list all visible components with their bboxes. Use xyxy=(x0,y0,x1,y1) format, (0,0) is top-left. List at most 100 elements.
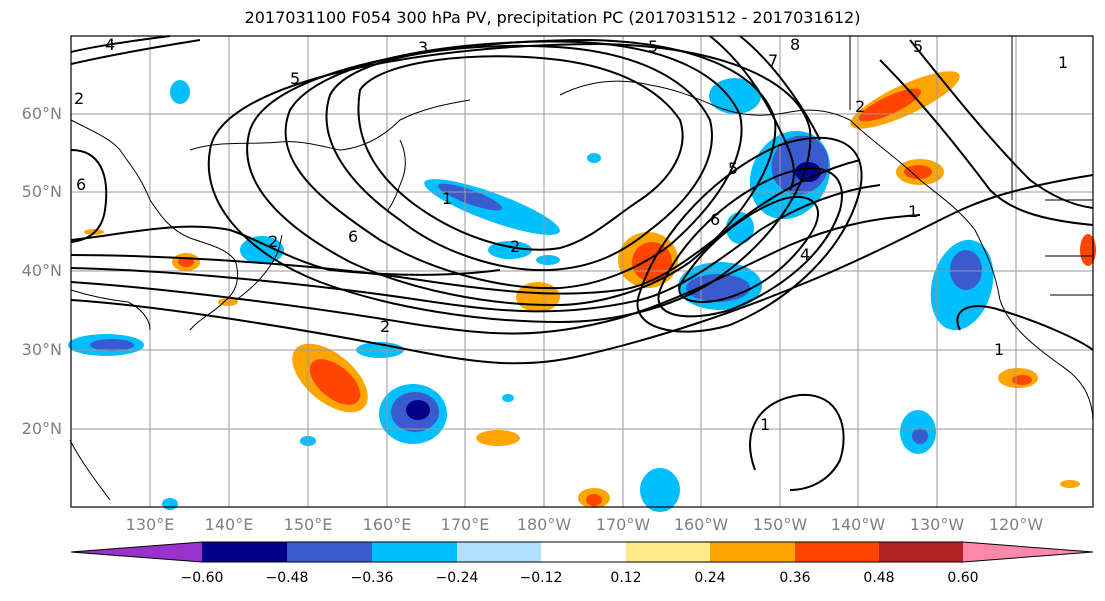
contour-labels: 4 3 5 8 5 7 5 2 2 1 2 5 1 6 4 6 6 2 2 1 … xyxy=(74,35,1068,434)
lat-label: 20°N xyxy=(21,419,62,438)
lon-label: 140°E xyxy=(204,515,254,534)
neg-pc-mid xyxy=(950,250,982,290)
colorbar-tick-label: 0.12 xyxy=(610,570,642,586)
kamchatka xyxy=(387,139,406,211)
contour-label: 2 xyxy=(74,89,84,108)
pv-contour xyxy=(909,39,1094,209)
pv-contour xyxy=(70,174,1094,365)
pv-contour xyxy=(70,159,861,295)
lon-label: 180°W xyxy=(516,515,572,534)
colorbar-tick-label: −0.24 xyxy=(435,570,479,586)
lon-label: 130°W xyxy=(909,515,965,534)
contour-label: 2 xyxy=(510,237,520,256)
lon-label: 170°W xyxy=(595,515,651,534)
colorbar-tick-label: 0.24 xyxy=(694,570,726,586)
lon-label: 150°W xyxy=(752,515,808,534)
neg-pc-area xyxy=(536,255,560,265)
map-frame xyxy=(70,35,1094,508)
colorbar xyxy=(70,541,1094,563)
north-america-coast xyxy=(849,119,1094,421)
contour-label: 7 xyxy=(768,51,778,70)
pv-contour xyxy=(636,136,863,333)
colorbar-segment xyxy=(457,542,541,562)
colorbar-extend-min xyxy=(71,542,202,562)
lon-label: 130°E xyxy=(125,515,175,534)
colorbar-tick-label: 0.48 xyxy=(863,570,895,586)
contour-label: 5 xyxy=(648,37,658,56)
pos-pc-core xyxy=(1012,375,1032,385)
contour-label: 3 xyxy=(418,38,428,57)
colorbar-extend-max xyxy=(963,542,1093,562)
pos-pc-core xyxy=(858,88,922,122)
contour-label: 1 xyxy=(994,340,1004,359)
colorbar-segment xyxy=(287,542,372,562)
pv-contour xyxy=(678,195,820,303)
neg-pc-mid xyxy=(90,339,134,351)
contour-label: 2 xyxy=(855,97,865,116)
pv-contour xyxy=(70,39,201,65)
pos-pc-core xyxy=(586,494,602,506)
neg-pc-core xyxy=(406,400,430,420)
neg-pc-area xyxy=(502,394,514,402)
colorbar-segment xyxy=(879,542,963,562)
lon-label: 160°E xyxy=(362,515,412,534)
pv-contour xyxy=(749,393,845,491)
contour-label: 1 xyxy=(442,189,452,208)
china-coast xyxy=(70,289,151,331)
precipitation-shading xyxy=(68,71,1096,512)
colorbar-tick-label: −0.12 xyxy=(519,570,563,586)
pos-pc-core xyxy=(178,257,194,267)
colorbar-segment xyxy=(541,542,626,562)
lon-label: 160°W xyxy=(673,515,729,534)
lon-label: 140°W xyxy=(830,515,886,534)
pv-contour xyxy=(70,149,108,243)
contour-label: 6 xyxy=(348,227,358,246)
contour-label: 5 xyxy=(913,37,923,56)
contour-label: 8 xyxy=(790,35,800,54)
neg-pc-core xyxy=(795,162,821,182)
contour-label: 2 xyxy=(380,317,390,336)
neg-pc-area xyxy=(587,153,601,163)
neg-pc-area xyxy=(162,498,178,510)
contour-label: 1 xyxy=(760,415,770,434)
pv-contour xyxy=(657,167,843,318)
pv-contour xyxy=(70,225,501,276)
contour-label: 6 xyxy=(76,175,86,194)
neg-pc-area xyxy=(170,80,190,104)
pv-contour xyxy=(357,55,684,251)
pos-pc-core xyxy=(904,165,932,179)
lon-label: 150°E xyxy=(283,515,333,534)
contour-label: 2 xyxy=(268,232,278,251)
colorbar-tick-label: −0.36 xyxy=(350,570,394,586)
neg-pc-core xyxy=(437,183,503,211)
contour-label: 6 xyxy=(710,210,720,229)
pv-contour xyxy=(70,35,171,53)
colorbar-tick-label: 0.36 xyxy=(779,570,811,586)
colorbar-segment xyxy=(202,542,287,562)
pv-contour xyxy=(709,35,795,191)
map-title: 2017031100 F054 300 hPa PV, precipitatio… xyxy=(244,8,861,27)
colorbar-segment xyxy=(795,542,879,562)
contour-label: 5 xyxy=(290,69,300,88)
pv-contours xyxy=(70,35,1094,491)
pv-contour xyxy=(246,38,777,307)
state-borders xyxy=(1045,199,1093,296)
colorbar-outline xyxy=(70,541,1094,563)
pv-contour xyxy=(207,42,812,324)
contour-label: 1 xyxy=(908,202,918,221)
colorbar-segment xyxy=(626,542,710,562)
pv-contour xyxy=(956,305,1094,351)
pos-pc-area xyxy=(476,430,520,446)
pos-pc-area xyxy=(218,298,238,306)
contour-label: 4 xyxy=(105,35,115,54)
lat-label: 40°N xyxy=(21,261,62,280)
neg-pc-area xyxy=(709,78,761,114)
contour-label: 1 xyxy=(1058,53,1068,72)
japan-coast xyxy=(235,234,283,301)
border-lines xyxy=(849,36,1013,200)
pos-pc-area xyxy=(1080,234,1096,266)
asia-coast xyxy=(70,119,239,331)
graticule xyxy=(71,36,1093,507)
contour-label: 4 xyxy=(800,245,810,264)
